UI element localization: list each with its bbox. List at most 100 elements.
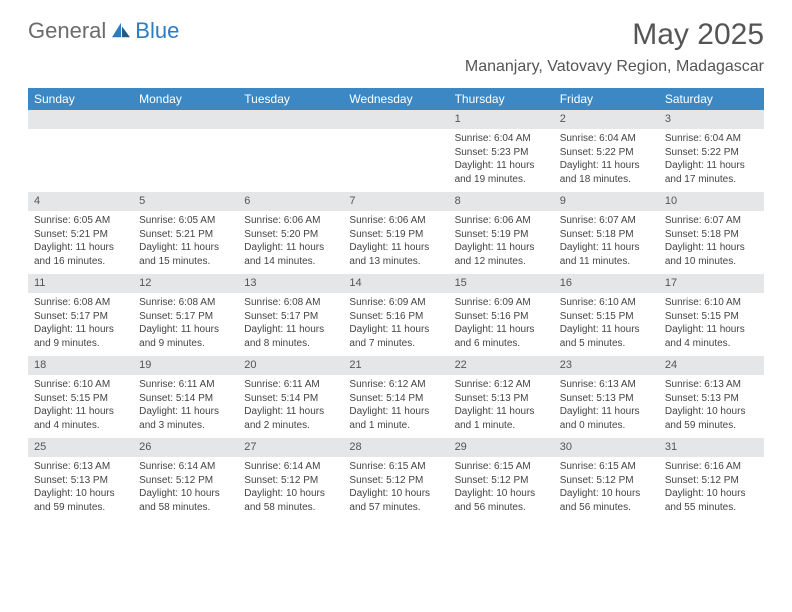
page-title: May 2025 — [465, 18, 764, 52]
sunset-text: Sunset: 5:15 PM — [34, 392, 127, 406]
day-cell: 30Sunrise: 6:15 AMSunset: 5:12 PMDayligh… — [554, 438, 659, 520]
week-row: 4Sunrise: 6:05 AMSunset: 5:21 PMDaylight… — [28, 192, 764, 274]
day-number: 22 — [449, 356, 554, 375]
sunrise-text: Sunrise: 6:06 AM — [455, 214, 548, 228]
logo: General Blue — [28, 18, 179, 44]
sunrise-text: Sunrise: 6:11 AM — [244, 378, 337, 392]
daylight-text: Daylight: 11 hours and 3 minutes. — [139, 405, 232, 432]
sunset-text: Sunset: 5:16 PM — [349, 310, 442, 324]
week-row: 11Sunrise: 6:08 AMSunset: 5:17 PMDayligh… — [28, 274, 764, 356]
day-number: 26 — [133, 438, 238, 457]
day-details: Sunrise: 6:06 AMSunset: 5:20 PMDaylight:… — [238, 211, 343, 274]
sunrise-text: Sunrise: 6:13 AM — [560, 378, 653, 392]
day-number: 12 — [133, 274, 238, 293]
day-details: Sunrise: 6:12 AMSunset: 5:14 PMDaylight:… — [343, 375, 448, 438]
day-details: Sunrise: 6:11 AMSunset: 5:14 PMDaylight:… — [238, 375, 343, 438]
daylight-text: Daylight: 11 hours and 12 minutes. — [455, 241, 548, 268]
sunrise-text: Sunrise: 6:08 AM — [139, 296, 232, 310]
sunrise-text: Sunrise: 6:09 AM — [349, 296, 442, 310]
daylight-text: Daylight: 11 hours and 0 minutes. — [560, 405, 653, 432]
daylight-text: Daylight: 11 hours and 18 minutes. — [560, 159, 653, 186]
daylight-text: Daylight: 10 hours and 55 minutes. — [665, 487, 758, 514]
day-details: Sunrise: 6:13 AMSunset: 5:13 PMDaylight:… — [554, 375, 659, 438]
header: General Blue May 2025 Mananjary, Vatovav… — [0, 0, 792, 80]
day-number: 23 — [554, 356, 659, 375]
sunset-text: Sunset: 5:21 PM — [34, 228, 127, 242]
sunrise-text: Sunrise: 6:14 AM — [244, 460, 337, 474]
day-details: Sunrise: 6:08 AMSunset: 5:17 PMDaylight:… — [238, 293, 343, 356]
day-details: Sunrise: 6:16 AMSunset: 5:12 PMDaylight:… — [659, 457, 764, 520]
day-cell: 20Sunrise: 6:11 AMSunset: 5:14 PMDayligh… — [238, 356, 343, 438]
sunset-text: Sunset: 5:12 PM — [244, 474, 337, 488]
day-number: 24 — [659, 356, 764, 375]
day-cell: 25Sunrise: 6:13 AMSunset: 5:13 PMDayligh… — [28, 438, 133, 520]
daylight-text: Daylight: 11 hours and 4 minutes. — [665, 323, 758, 350]
daylight-text: Daylight: 10 hours and 59 minutes. — [34, 487, 127, 514]
daylight-text: Daylight: 11 hours and 13 minutes. — [349, 241, 442, 268]
sunset-text: Sunset: 5:17 PM — [34, 310, 127, 324]
daylight-text: Daylight: 10 hours and 56 minutes. — [455, 487, 548, 514]
weekday-header-row: Sunday Monday Tuesday Wednesday Thursday… — [28, 88, 764, 110]
day-number — [28, 110, 133, 129]
calendar: Sunday Monday Tuesday Wednesday Thursday… — [28, 88, 764, 520]
day-number: 3 — [659, 110, 764, 129]
day-cell: 28Sunrise: 6:15 AMSunset: 5:12 PMDayligh… — [343, 438, 448, 520]
weeks-container: 1Sunrise: 6:04 AMSunset: 5:23 PMDaylight… — [28, 110, 764, 520]
day-details: Sunrise: 6:10 AMSunset: 5:15 PMDaylight:… — [659, 293, 764, 356]
sunrise-text: Sunrise: 6:05 AM — [34, 214, 127, 228]
week-row: 1Sunrise: 6:04 AMSunset: 5:23 PMDaylight… — [28, 110, 764, 192]
day-number: 18 — [28, 356, 133, 375]
sunrise-text: Sunrise: 6:07 AM — [665, 214, 758, 228]
day-cell: 15Sunrise: 6:09 AMSunset: 5:16 PMDayligh… — [449, 274, 554, 356]
day-details: Sunrise: 6:15 AMSunset: 5:12 PMDaylight:… — [343, 457, 448, 520]
day-details: Sunrise: 6:04 AMSunset: 5:22 PMDaylight:… — [659, 129, 764, 192]
day-number: 30 — [554, 438, 659, 457]
weekday-header: Thursday — [449, 88, 554, 110]
weekday-header: Saturday — [659, 88, 764, 110]
day-number: 25 — [28, 438, 133, 457]
day-number: 19 — [133, 356, 238, 375]
day-details: Sunrise: 6:13 AMSunset: 5:13 PMDaylight:… — [659, 375, 764, 438]
sunset-text: Sunset: 5:13 PM — [34, 474, 127, 488]
day-cell: 27Sunrise: 6:14 AMSunset: 5:12 PMDayligh… — [238, 438, 343, 520]
weekday-header: Sunday — [28, 88, 133, 110]
daylight-text: Daylight: 11 hours and 1 minute. — [455, 405, 548, 432]
day-cell: 17Sunrise: 6:10 AMSunset: 5:15 PMDayligh… — [659, 274, 764, 356]
daylight-text: Daylight: 11 hours and 7 minutes. — [349, 323, 442, 350]
day-cell — [28, 110, 133, 192]
day-cell: 11Sunrise: 6:08 AMSunset: 5:17 PMDayligh… — [28, 274, 133, 356]
daylight-text: Daylight: 11 hours and 10 minutes. — [665, 241, 758, 268]
day-details: Sunrise: 6:09 AMSunset: 5:16 PMDaylight:… — [343, 293, 448, 356]
title-block: May 2025 Mananjary, Vatovavy Region, Mad… — [465, 18, 764, 76]
day-details: Sunrise: 6:14 AMSunset: 5:12 PMDaylight:… — [238, 457, 343, 520]
sunrise-text: Sunrise: 6:04 AM — [455, 132, 548, 146]
sunrise-text: Sunrise: 6:15 AM — [560, 460, 653, 474]
day-details: Sunrise: 6:13 AMSunset: 5:13 PMDaylight:… — [28, 457, 133, 520]
day-number: 16 — [554, 274, 659, 293]
daylight-text: Daylight: 10 hours and 59 minutes. — [665, 405, 758, 432]
daylight-text: Daylight: 11 hours and 8 minutes. — [244, 323, 337, 350]
sunrise-text: Sunrise: 6:14 AM — [139, 460, 232, 474]
weekday-header: Wednesday — [343, 88, 448, 110]
sunset-text: Sunset: 5:12 PM — [560, 474, 653, 488]
sail-icon — [110, 21, 132, 39]
sunset-text: Sunset: 5:20 PM — [244, 228, 337, 242]
sunrise-text: Sunrise: 6:06 AM — [244, 214, 337, 228]
day-cell: 26Sunrise: 6:14 AMSunset: 5:12 PMDayligh… — [133, 438, 238, 520]
sunrise-text: Sunrise: 6:07 AM — [560, 214, 653, 228]
day-number: 9 — [554, 192, 659, 211]
day-cell: 23Sunrise: 6:13 AMSunset: 5:13 PMDayligh… — [554, 356, 659, 438]
day-number: 1 — [449, 110, 554, 129]
daylight-text: Daylight: 11 hours and 4 minutes. — [34, 405, 127, 432]
sunrise-text: Sunrise: 6:10 AM — [34, 378, 127, 392]
sunrise-text: Sunrise: 6:10 AM — [560, 296, 653, 310]
day-cell: 16Sunrise: 6:10 AMSunset: 5:15 PMDayligh… — [554, 274, 659, 356]
sunset-text: Sunset: 5:22 PM — [665, 146, 758, 160]
sunset-text: Sunset: 5:19 PM — [455, 228, 548, 242]
day-cell: 12Sunrise: 6:08 AMSunset: 5:17 PMDayligh… — [133, 274, 238, 356]
day-details: Sunrise: 6:10 AMSunset: 5:15 PMDaylight:… — [554, 293, 659, 356]
sunrise-text: Sunrise: 6:08 AM — [34, 296, 127, 310]
day-cell: 8Sunrise: 6:06 AMSunset: 5:19 PMDaylight… — [449, 192, 554, 274]
day-details: Sunrise: 6:07 AMSunset: 5:18 PMDaylight:… — [659, 211, 764, 274]
week-row: 25Sunrise: 6:13 AMSunset: 5:13 PMDayligh… — [28, 438, 764, 520]
